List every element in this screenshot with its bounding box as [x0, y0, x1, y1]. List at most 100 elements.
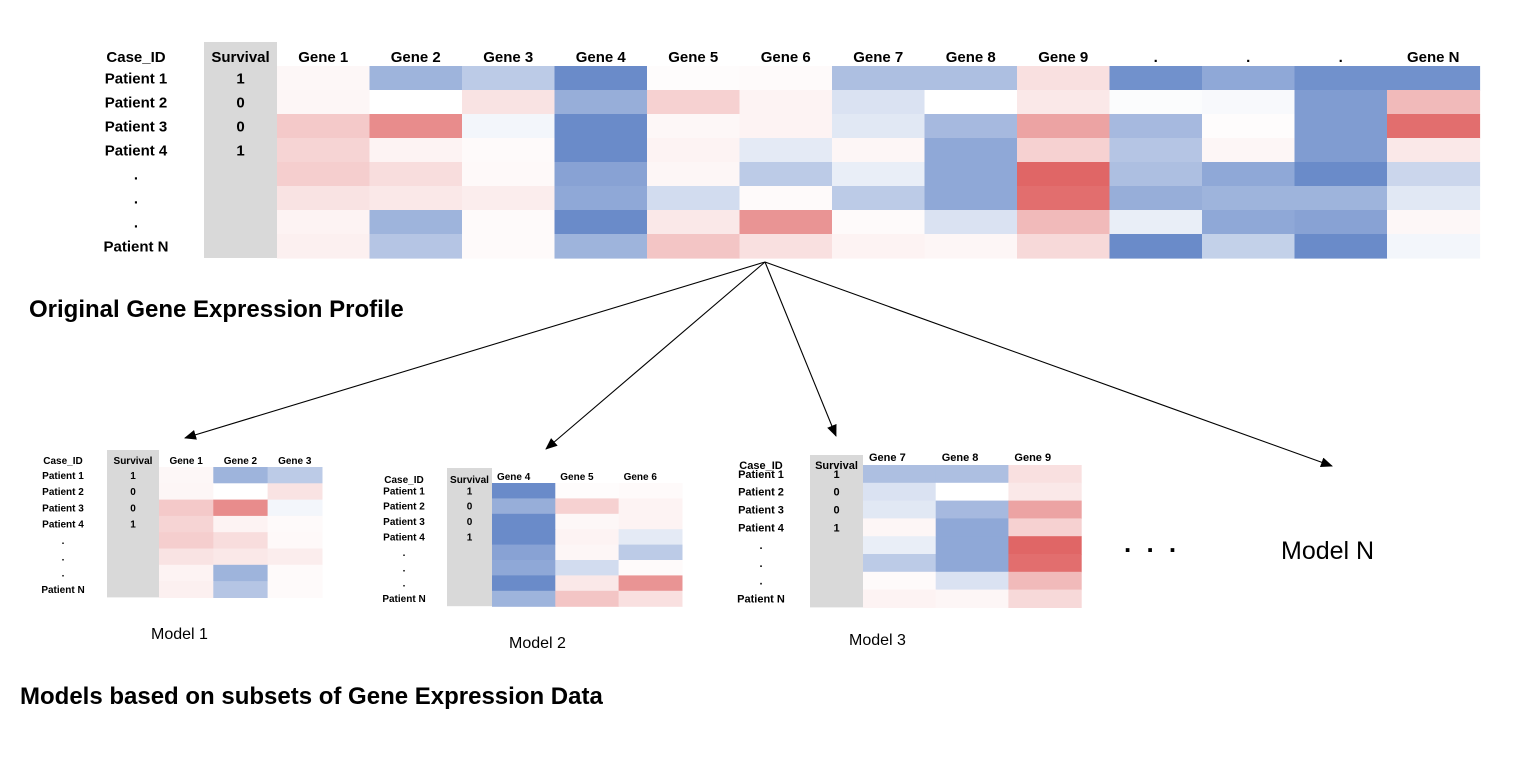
original-heatmap-cell: [1294, 90, 1388, 115]
model-3-heatmap-cell: [1008, 554, 1082, 573]
model-3-patient-label: Patient N: [737, 593, 785, 605]
model-3-heatmap-cell: [935, 554, 1009, 573]
model-2-survival-header: Survival: [450, 475, 489, 486]
model-2-heatmap-cell: [555, 575, 620, 592]
model-1-heatmap-cell: [159, 467, 214, 484]
original-gene-header: Gene 8: [946, 49, 996, 66]
model-1-patient-label: .: [62, 569, 65, 580]
original-gene-header: .: [1246, 49, 1250, 66]
original-heatmap-cell: [554, 234, 648, 259]
original-heatmap-cell: [277, 234, 371, 259]
original-heatmap-cell: [277, 66, 371, 91]
original-gene-header: Gene N: [1407, 49, 1460, 66]
arrow-to-model-n: [764, 261, 1333, 467]
original-heatmap-cell: [647, 186, 741, 211]
original-heatmap-cell: [739, 210, 833, 235]
model-1-patient-label: Patient 4: [42, 520, 84, 531]
original-case-id-header: Case_ID: [106, 49, 165, 66]
original-survival-header: Survival: [211, 49, 269, 66]
original-heatmap-cell: [1017, 114, 1111, 139]
model-1-heatmap-cell: [159, 548, 214, 566]
original-heatmap-cell: [832, 66, 926, 91]
model-1-heatmap-cell: [159, 564, 214, 582]
original-heatmap-cell: [1387, 138, 1481, 163]
original-heatmap-cell: [1202, 210, 1296, 235]
original-heatmap-cell: [277, 114, 371, 139]
model-1-gene-header: Gene 1: [169, 456, 203, 467]
model-2-patient-label: .: [403, 579, 406, 590]
original-heatmap-cell: [739, 90, 833, 115]
original-gene-header: Gene 6: [761, 49, 811, 66]
original-heatmap-cell: [1202, 234, 1296, 259]
original-heatmap-cell: [554, 162, 648, 187]
original-heatmap-cell: [924, 66, 1018, 91]
original-heatmap-cell: [924, 234, 1018, 259]
model-2-heatmap-cell: [555, 590, 620, 607]
model-3-heatmap-cell: [1008, 500, 1082, 519]
original-heatmap-cell: [554, 90, 648, 115]
original-expression-table: Case_ID Survival Gene 1 Gene 2 Gene 3 Gene 4 G…: [103, 42, 1481, 259]
arrow-to-model-1: [184, 261, 766, 440]
model-2-heatmap-cell: [618, 590, 683, 607]
original-heatmap-cell: [739, 114, 833, 139]
model-3-gene-header: Gene 9: [1014, 452, 1051, 464]
original-heatmap-cell: [1202, 138, 1296, 163]
original-gene-header: Gene 5: [668, 49, 718, 66]
original-heatmap-cell: [554, 138, 648, 163]
original-heatmap-cell: [647, 234, 741, 259]
model-2-heatmap-cell: [492, 483, 556, 499]
original-patient-label: .: [134, 166, 138, 183]
model-1-heatmap-cell: [213, 499, 269, 517]
model-n-label: Model N: [1281, 537, 1375, 565]
model-1-survival-header: Survival: [114, 456, 153, 467]
model-2-patient-label: .: [403, 563, 406, 574]
model-1-survival-value: 1: [130, 520, 136, 531]
original-heatmap-cell: [1109, 210, 1203, 235]
model-3-heatmap-cell: [863, 589, 937, 608]
original-heatmap-cell: [739, 234, 833, 259]
model-3-heatmap-cell: [935, 536, 1009, 555]
original-patient-label: Patient N: [103, 238, 168, 255]
model-1-heatmap-cell: [267, 581, 323, 598]
original-heatmap-cell: [369, 90, 463, 115]
model-3-patient-label: .: [759, 540, 762, 552]
original-heatmap-cell: [1294, 162, 1388, 187]
original-heatmap-cell: [1387, 234, 1481, 259]
original-patient-label: .: [134, 214, 138, 231]
model-1-heatmap-cell: [159, 532, 214, 550]
original-heatmap-cell: [1294, 66, 1388, 91]
model-2-heatmap-cell: [492, 529, 556, 546]
model-1-table-group: Case_ID Survival Gene 1 Gene 2 Gene 3 Patient…: [41, 450, 323, 598]
original-heatmap-cell: [462, 210, 556, 235]
model-1-heatmap-cell: [213, 483, 269, 501]
models-section-title: Models based on subsets of Gene Expressi…: [20, 683, 603, 710]
model-2-heatmap-cell: [618, 513, 683, 530]
model-2-heatmap-cell: [618, 483, 683, 499]
model-1-heatmap-cell: [267, 467, 323, 484]
model-2-heatmap-cell: [618, 529, 683, 546]
model-3-patient-label: .: [759, 558, 762, 570]
original-table-group: Case_ID Survival Gene 1 Gene 2 Gene 3 Gene 4 G…: [103, 42, 1481, 259]
model-3-heatmap-cell: [935, 500, 1009, 519]
original-heatmap-cell: [832, 186, 926, 211]
original-heatmap-cell: [1109, 138, 1203, 163]
model-1-patient-label: Patient 1: [42, 471, 84, 482]
model-2-survival-value: 0: [467, 517, 473, 528]
original-heatmap-cell: [1294, 138, 1388, 163]
original-heatmap-cell: [1387, 162, 1481, 187]
model-1-heatmap-cell: [213, 564, 269, 582]
original-heatmap-cell: [1109, 66, 1203, 91]
model-3-heatmap-cell: [863, 554, 937, 573]
original-heatmap-cell: [369, 210, 463, 235]
original-heatmap-cell: [1294, 234, 1388, 259]
original-survival-value: 0: [236, 118, 244, 135]
more-models-ellipsis: . . .: [1124, 528, 1181, 558]
original-heatmap-cell: [462, 66, 556, 91]
original-heatmap-cell: [1202, 66, 1296, 91]
model-3-survival-value: 1: [833, 522, 839, 534]
model-2-heatmap-cell: [618, 498, 683, 515]
model-2-heatmap-cell: [555, 498, 620, 515]
original-heatmap-cell: [832, 90, 926, 115]
original-gene-header: .: [1154, 49, 1158, 66]
original-heatmap-cell: [1109, 90, 1203, 115]
